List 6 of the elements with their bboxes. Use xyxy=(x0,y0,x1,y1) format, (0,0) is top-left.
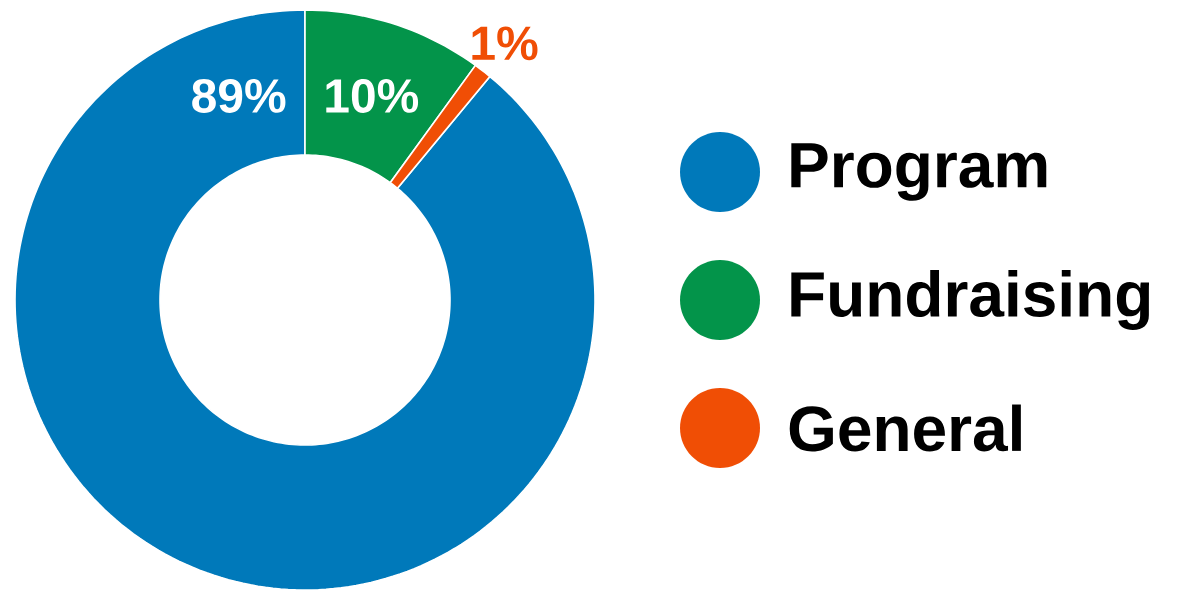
legend-label: General xyxy=(789,404,1021,452)
legend-label: Program xyxy=(791,143,1047,201)
data-label: 89% xyxy=(192,78,286,113)
legend-label: Fundraising xyxy=(791,270,1150,330)
data-label: 1% xyxy=(472,26,538,61)
data-label: 10% xyxy=(326,78,419,113)
